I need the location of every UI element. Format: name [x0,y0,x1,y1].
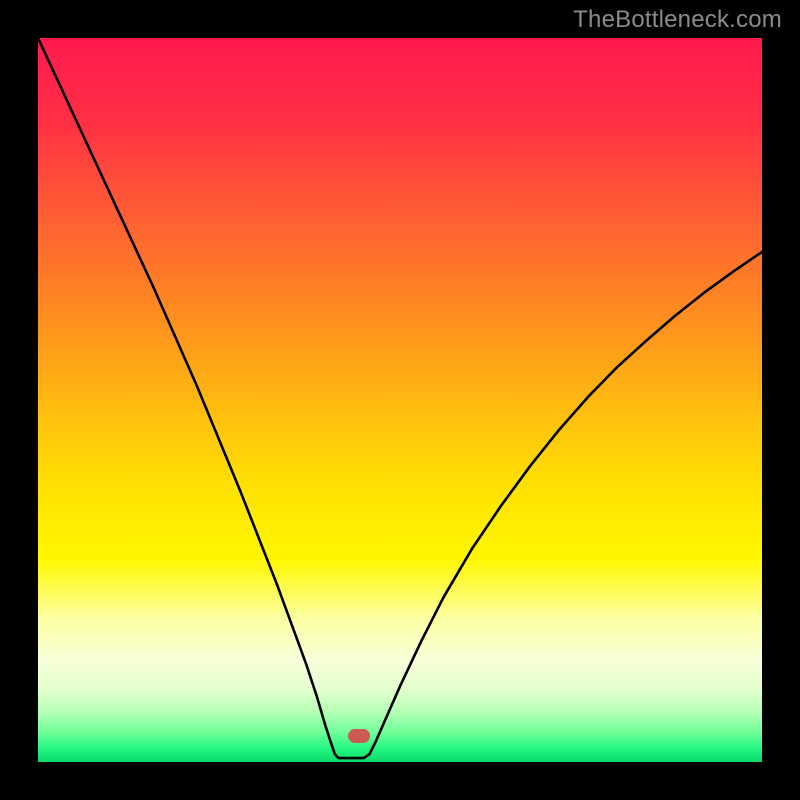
plot-area [38,38,762,762]
watermark-text: TheBottleneck.com [573,6,782,34]
optimum-marker [348,729,370,743]
bottleneck-curve [38,38,762,762]
